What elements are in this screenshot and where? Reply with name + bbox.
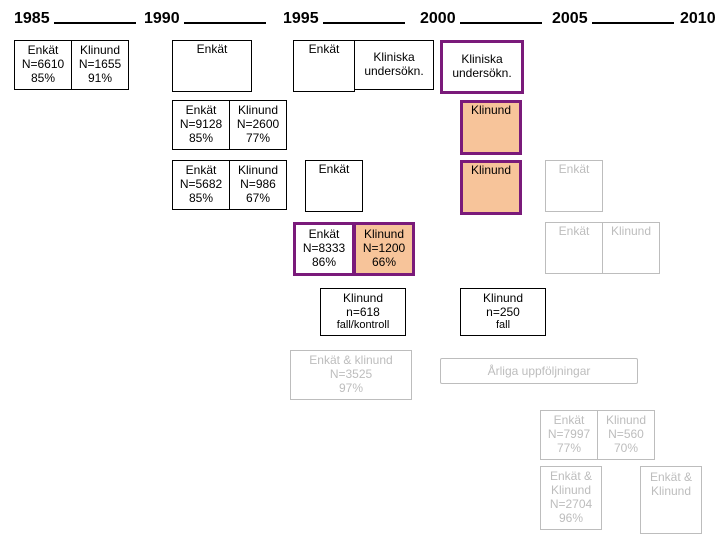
tick-1 xyxy=(54,22,136,24)
t: Klinund xyxy=(641,485,701,499)
r4-klin07: Klinund xyxy=(602,222,660,274)
tick-2 xyxy=(184,22,266,24)
t: Klinund xyxy=(356,228,412,242)
tick-4 xyxy=(460,22,542,24)
year-1985: 1985 xyxy=(14,10,50,28)
t: Klinund xyxy=(541,484,601,498)
r4-enkat: Enkät N=8333 86% xyxy=(293,222,355,276)
t: Klinund xyxy=(230,104,286,118)
t: N=7997 xyxy=(541,428,597,442)
year-2010: 2010 xyxy=(680,10,716,28)
t: n=250 xyxy=(461,306,545,320)
r1-klin85: Klinund N=1655 91% xyxy=(71,40,129,90)
r8-r: Enkät & Klinund xyxy=(640,466,702,534)
t: Klinund xyxy=(461,292,545,306)
r4-enkat07: Enkät xyxy=(545,222,603,274)
r6-pill: Årliga uppföljningar xyxy=(440,358,638,384)
t: Enkät xyxy=(173,104,229,118)
t: N=2600 xyxy=(230,118,286,132)
t: N=6610 xyxy=(15,58,71,72)
t: 86% xyxy=(296,256,352,270)
t: Enkät xyxy=(296,228,352,242)
t: 85% xyxy=(173,192,229,206)
t: 85% xyxy=(15,72,71,86)
t: 67% xyxy=(230,192,286,206)
t: Klinund xyxy=(230,164,286,178)
t: N=986 xyxy=(230,178,286,192)
r2-klin05: Klinund xyxy=(460,100,522,155)
r2-klin90: Klinund N=2600 77% xyxy=(229,100,287,150)
r1-enkat90: Enkät xyxy=(172,40,252,92)
t: 66% xyxy=(356,256,412,270)
t: fall xyxy=(461,319,545,332)
r1-enkat85: Enkät N=6610 85% xyxy=(14,40,72,90)
r3-klin05: Klinund xyxy=(460,160,522,215)
tick-5 xyxy=(592,22,674,24)
t: undersökn. xyxy=(443,67,521,81)
r6-box: Enkät & klinund N=3525 97% xyxy=(290,350,412,400)
t: Enkät & xyxy=(641,471,701,485)
year-1995: 1995 xyxy=(283,10,319,28)
r5-klin-right: Klinund n=250 fall xyxy=(460,288,546,336)
t: Klinund xyxy=(321,292,405,306)
r4-klin: Klinund N=1200 66% xyxy=(353,222,415,276)
t: n=618 xyxy=(321,306,405,320)
t: Klinund xyxy=(598,414,654,428)
t: N=9128 xyxy=(173,118,229,132)
t: undersökn. xyxy=(355,65,433,79)
t: 96% xyxy=(541,512,601,526)
t: Enkät & xyxy=(541,470,601,484)
year-2005: 2005 xyxy=(552,10,588,28)
t: N=3525 xyxy=(291,368,411,382)
t: Kliniska xyxy=(355,51,433,65)
t: 77% xyxy=(541,442,597,456)
t: fall/kontroll xyxy=(321,319,405,332)
t: 91% xyxy=(72,72,128,86)
t: 97% xyxy=(291,382,411,396)
t: N=5682 xyxy=(173,178,229,192)
t: Klinund xyxy=(72,44,128,58)
t: N=8333 xyxy=(296,242,352,256)
r2-enkat90: Enkät N=9128 85% xyxy=(172,100,230,150)
r5-klin-left: Klinund n=618 fall/kontroll xyxy=(320,288,406,336)
tick-3 xyxy=(323,22,405,24)
t: N=2704 xyxy=(541,498,601,512)
r3-enkat07: Enkät xyxy=(545,160,603,212)
r3-klin90: Klinund N=986 67% xyxy=(229,160,287,210)
t: Enkät xyxy=(541,414,597,428)
t: Kliniska xyxy=(443,53,521,67)
r3-enkat95: Enkät xyxy=(305,160,363,212)
t: N=1655 xyxy=(72,58,128,72)
r1-klinu-a: Kliniska undersökn. xyxy=(354,40,434,90)
r1-enkat95: Enkät xyxy=(293,40,355,92)
t: 77% xyxy=(230,132,286,146)
t: Enkät & klinund xyxy=(291,354,411,368)
t: Enkät xyxy=(173,164,229,178)
t: N=1200 xyxy=(356,242,412,256)
r8-l: Enkät & Klinund N=2704 96% xyxy=(540,466,602,530)
t: 70% xyxy=(598,442,654,456)
year-2000: 2000 xyxy=(420,10,456,28)
t: N=560 xyxy=(598,428,654,442)
r1-klinu-b: Kliniska undersökn. xyxy=(440,40,524,94)
year-1990: 1990 xyxy=(144,10,180,28)
t: 85% xyxy=(173,132,229,146)
r7-klin: Klinund N=560 70% xyxy=(597,410,655,460)
r3-enkat90: Enkät N=5682 85% xyxy=(172,160,230,210)
t: Enkät xyxy=(15,44,71,58)
r7-enkat: Enkät N=7997 77% xyxy=(540,410,598,460)
